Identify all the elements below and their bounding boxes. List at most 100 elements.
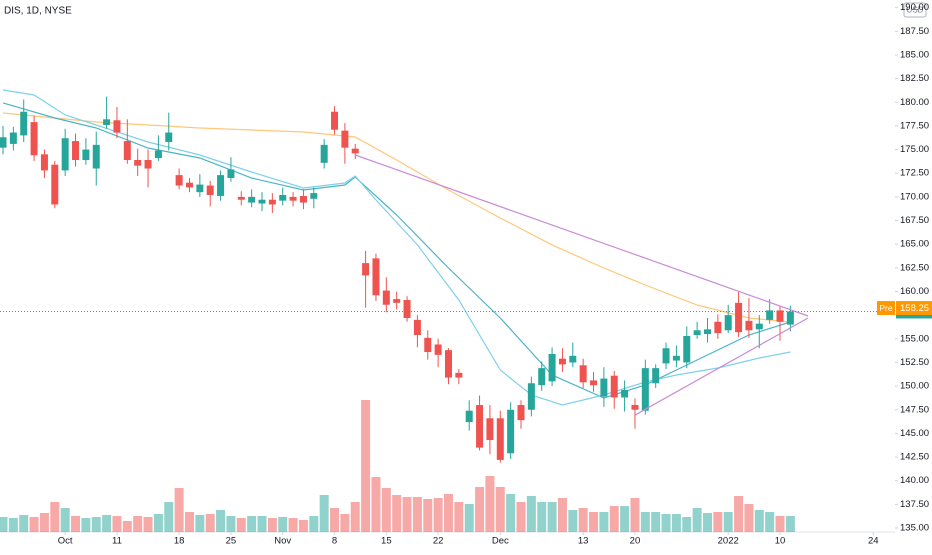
trend-line <box>354 154 809 317</box>
x-tick-label: 20 <box>630 536 641 547</box>
y-tick-label: 170.00 <box>900 191 929 202</box>
candle-body <box>175 175 183 186</box>
premarket-price-box <box>896 301 932 316</box>
candle-body <box>227 169 235 178</box>
volume-bar <box>216 510 226 532</box>
volume-bar <box>433 498 443 532</box>
x-tick-label: 10 <box>775 536 786 547</box>
candle-body <box>672 355 680 361</box>
volume-bar <box>319 495 329 532</box>
y-tick-label: 135.00 <box>900 523 929 534</box>
x-tick-label: 25 <box>226 536 237 547</box>
volume-bar <box>0 517 8 532</box>
volume-bar <box>278 517 288 532</box>
volume-bar <box>371 477 381 532</box>
candle-body <box>714 321 722 334</box>
moving-average <box>2 112 791 323</box>
volume-bar <box>247 516 257 532</box>
y-tick-label: 172.50 <box>900 168 929 179</box>
candle-body <box>724 315 732 331</box>
candle-body <box>413 319 421 336</box>
candle-body <box>403 300 411 318</box>
volume-bar <box>475 487 485 532</box>
volume-bar <box>81 518 91 532</box>
volume-bar <box>143 517 153 532</box>
volume-bar <box>785 516 795 532</box>
candle-body <box>258 199 266 204</box>
y-tick-label: 162.50 <box>900 262 929 273</box>
candle-body <box>289 196 297 201</box>
candle-body <box>206 185 214 195</box>
candle-body <box>268 199 276 205</box>
volume-bar <box>702 513 712 532</box>
volume-bar <box>734 496 744 532</box>
candle-body <box>735 302 743 333</box>
premarket-price: 158.25 <box>900 303 929 314</box>
candle-body <box>248 196 256 203</box>
y-tick-label: 137.50 <box>900 499 929 510</box>
x-tick-label: Oct <box>58 536 73 547</box>
candle-body <box>82 149 90 160</box>
volume-bar <box>19 515 29 532</box>
candle-body <box>455 372 463 378</box>
x-tick-label: 24 <box>868 536 879 547</box>
volume-bar <box>392 495 402 532</box>
candle-body <box>600 378 608 397</box>
candle-body <box>113 120 121 133</box>
volume-bar <box>568 510 578 532</box>
y-tick-label: 142.50 <box>900 452 929 463</box>
volume-bar <box>692 508 702 532</box>
y-tick-label: 147.50 <box>900 404 929 415</box>
volume-bar <box>381 488 391 532</box>
candle-body <box>92 144 100 169</box>
candle-body <box>362 263 370 276</box>
volume-bar <box>609 506 619 532</box>
premarket-tag: Pre <box>879 303 893 313</box>
candle-body <box>507 409 515 454</box>
y-tick-label: 155.00 <box>900 333 929 344</box>
x-tick-label: 22 <box>433 536 444 547</box>
volume-bar <box>153 514 163 532</box>
candle-body <box>40 154 48 171</box>
candle-body <box>517 405 525 421</box>
candle-body <box>579 365 587 383</box>
volume-bar <box>495 487 505 532</box>
volume-bar <box>651 512 661 532</box>
y-tick-label: 190.00 <box>900 2 929 13</box>
volume-bar <box>288 518 298 532</box>
y-tick-label: 175.00 <box>900 144 929 155</box>
currency-label[interactable]: USD <box>907 6 924 15</box>
candle-body <box>631 405 639 410</box>
volume-bar <box>516 502 526 532</box>
candle-body <box>279 194 287 201</box>
candle-body <box>393 299 401 303</box>
candle-body <box>331 111 339 130</box>
candle-body <box>745 320 753 331</box>
volume-bar <box>630 498 640 532</box>
volume-bar <box>713 512 723 532</box>
volume-bar <box>257 516 267 532</box>
volume-bar <box>122 521 132 532</box>
x-tick-label: 8 <box>332 536 337 547</box>
volume-bar <box>661 514 671 532</box>
volume-bar <box>620 506 630 532</box>
candle-body <box>548 353 556 382</box>
y-tick-label: 185.00 <box>900 49 929 60</box>
volume-bar <box>102 515 112 532</box>
y-tick-label: 187.50 <box>900 26 929 37</box>
volume-bar <box>309 516 319 532</box>
candle-body <box>51 164 59 205</box>
candle-body <box>20 111 28 136</box>
volume-bar <box>174 488 184 532</box>
volume-bar <box>50 502 60 532</box>
candle-body <box>476 405 484 448</box>
x-tick-label: 11 <box>112 536 122 547</box>
candle-body <box>134 159 142 166</box>
volume-bar <box>682 517 692 532</box>
volume-bar <box>506 494 516 532</box>
currency-box[interactable] <box>903 2 927 18</box>
candle-body <box>558 358 566 365</box>
volume-bar <box>744 504 754 532</box>
candle-body <box>652 368 660 384</box>
